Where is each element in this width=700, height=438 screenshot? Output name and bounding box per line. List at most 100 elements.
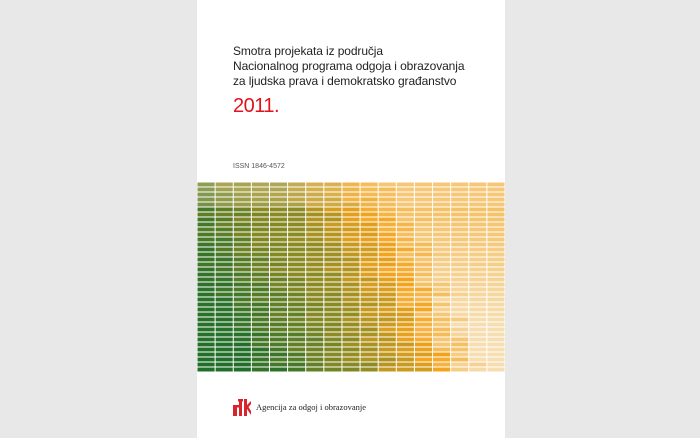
mosaic-tile [324,247,342,252]
mosaic-tile [469,362,487,367]
mosaic-tile [360,212,378,217]
mosaic-tile [269,312,288,317]
mosaic-tile [360,202,378,207]
mosaic-tile [487,362,505,367]
mosaic-tile [306,267,324,272]
mosaic-tile [251,257,269,262]
mosaic-tile [378,222,396,227]
mosaic-tile [378,292,396,297]
mosaic-tile [251,187,269,192]
mosaic-tile [360,332,378,337]
mosaic-tile [215,322,233,327]
mosaic-graphic [197,182,505,372]
mosaic-tile [306,297,324,302]
mosaic-tile [360,257,378,262]
mosaic-tile [469,207,487,212]
mosaic-tile [288,337,306,342]
mosaic-tile [469,357,487,362]
mosaic-tile [451,217,469,222]
mosaic-tile [360,227,378,232]
mosaic-tile [360,317,378,322]
mosaic-tile [251,317,269,322]
mosaic-tile [197,257,215,262]
mosaic-tile [414,282,433,287]
mosaic-tile [469,292,487,297]
mosaic-tile [342,197,360,202]
mosaic-tile [360,232,378,237]
mosaic-tile [433,362,451,367]
mosaic-tile [451,357,469,362]
mosaic-tile [306,362,324,367]
mosaic-tile [487,332,505,337]
mosaic-tile [324,307,342,312]
mosaic-tile [487,187,505,192]
mosaic-tile [269,222,288,227]
mosaic-tile [487,227,505,232]
mosaic-tile [215,217,233,222]
mosaic-tile [451,232,469,237]
mosaic-tile [414,227,433,232]
mosaic-tile [414,302,433,307]
mosaic-tile [288,307,306,312]
mosaic-tile [269,322,288,327]
mosaic-tile [378,202,396,207]
mosaic-tile [414,217,433,222]
mosaic-tile [288,212,306,217]
mosaic-tile [215,357,233,362]
mosaic-tile [360,277,378,282]
mosaic-tile [414,187,433,192]
mosaic-tile [469,337,487,342]
mosaic-tile [414,327,433,332]
mosaic-tile [414,297,433,302]
issn-number: ISSN 1846-4572 [233,163,285,170]
mosaic-tile [469,297,487,302]
mosaic-tile [414,352,433,357]
mosaic-tile [451,242,469,247]
mosaic-tile [269,212,288,217]
mosaic-tile [360,267,378,272]
mosaic-tile [306,312,324,317]
mosaic-tile [251,247,269,252]
mosaic-tile [451,277,469,282]
mosaic-tile [288,357,306,362]
mosaic-tile [469,272,487,277]
mosaic-tile [251,287,269,292]
mosaic-tile [360,367,378,372]
mosaic-tile [306,322,324,327]
mosaic-tile [233,217,251,222]
mosaic-tile [433,287,451,292]
mosaic-tile [414,192,433,197]
mosaic-tile [396,267,414,272]
mosaic-tile [414,317,433,322]
mosaic-tile [396,197,414,202]
mosaic-tile [469,342,487,347]
mosaic-tile [306,192,324,197]
mosaic-tile [360,187,378,192]
mosaic-tile [487,262,505,267]
mosaic-tile [269,197,288,202]
mosaic-tile [487,352,505,357]
mosaic-tile [306,272,324,277]
mosaic-tile [451,312,469,317]
mosaic-tile [451,237,469,242]
mosaic-tile [433,357,451,362]
mosaic-tile [324,277,342,282]
mosaic-tile [233,367,251,372]
mosaic-tile [469,302,487,307]
mosaic-tile [306,217,324,222]
mosaic-tile [251,342,269,347]
mosaic-tile [197,197,215,202]
mosaic-tile [360,282,378,287]
mosaic-tile [360,287,378,292]
mosaic-tile [378,342,396,347]
mosaic-tile [487,337,505,342]
mosaic-tile [414,247,433,252]
mosaic-tile [342,217,360,222]
mosaic-tile [378,262,396,267]
mosaic-tile [233,182,251,187]
mosaic-tile [288,262,306,267]
mosaic-tile [396,277,414,282]
mosaic-tile [215,327,233,332]
mosaic-tile [414,237,433,242]
